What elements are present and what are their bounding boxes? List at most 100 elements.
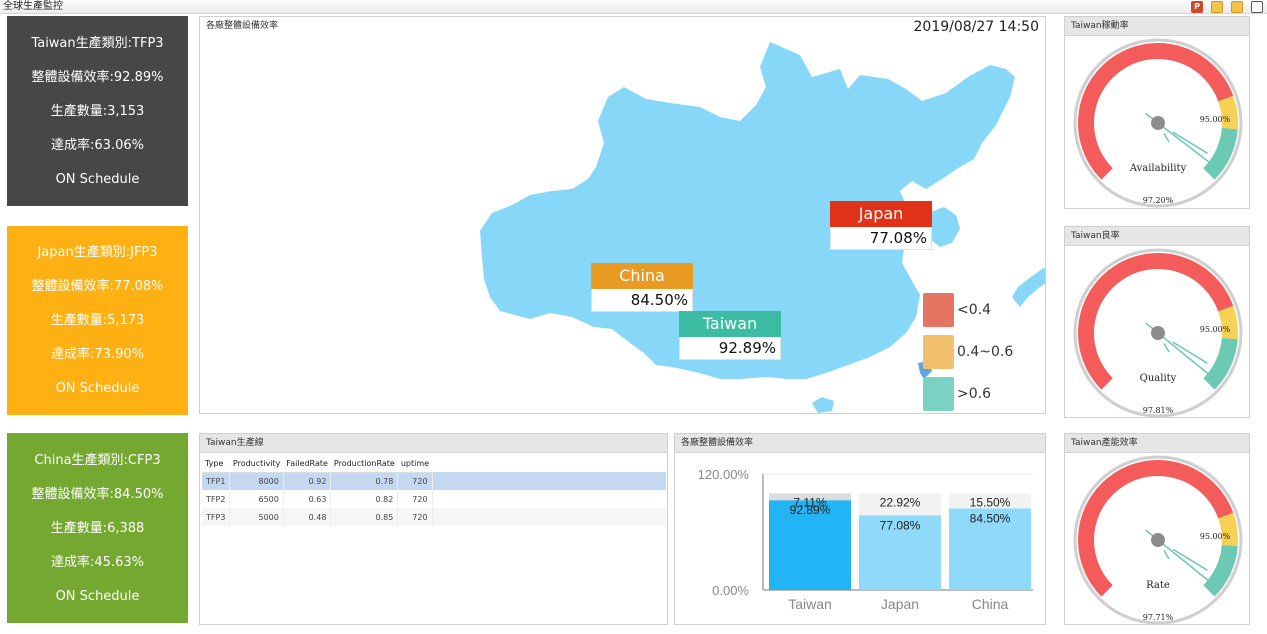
bar-remainder[interactable] — [859, 493, 941, 516]
card-quantity: 生產數量:6,388 — [50, 521, 145, 536]
factory-card-taiwan[interactable]: Taiwan生產類別:TFP3 整體設備效率:92.89% 生產數量:3,153… — [7, 16, 188, 206]
cell-productivity: 8000 — [229, 472, 284, 490]
column-header-productivity[interactable]: Productivity — [229, 456, 284, 473]
gauge-band-yellow — [1218, 95, 1238, 130]
cell-uptime: 720 — [397, 508, 433, 526]
gauge-panel-availability: Taiwan稼動率 95.00% Availability 97.20% — [1064, 16, 1250, 209]
gauge-panel-rate: Taiwan產能效率 95.00% Rate 97.71% — [1064, 433, 1250, 625]
cell-productivity: 6500 — [229, 490, 284, 508]
card-oee: 整體設備效率:77.08% — [31, 279, 164, 294]
gauge-target-text: 95.00% — [1200, 532, 1231, 541]
factory-card-china[interactable]: China生產類別:CFP3 整體設備效率:84.50% 生產數量:6,388 … — [7, 433, 188, 623]
bar-data-label: 15.50% — [970, 495, 1011, 509]
column-header-uptime[interactable]: uptime — [397, 456, 433, 473]
panel-title: 各廠整體設備效率 — [675, 434, 1045, 453]
card-status: ON Schedule — [55, 589, 140, 604]
cell-failedrate: 0.92 — [283, 472, 332, 490]
flag-label: Taiwan — [679, 311, 781, 337]
bar-data-label: 84.50% — [970, 511, 1011, 525]
gauge-band-green — [1203, 337, 1238, 390]
x-tick-label: Taiwan — [788, 596, 832, 612]
cell-failedrate: 0.63 — [283, 490, 332, 508]
card-status: ON Schedule — [55, 172, 140, 187]
cell-type: TFP2 — [202, 490, 231, 508]
ppt-icon[interactable]: P — [1191, 1, 1203, 13]
cell-productionrate: 0.85 — [330, 508, 399, 526]
export-all-icon[interactable] — [1231, 1, 1243, 13]
cell-type: TFP3 — [202, 508, 231, 526]
card-quantity: 生產數量:5,173 — [50, 313, 145, 328]
y-tick-label: 120.00% — [698, 467, 750, 482]
gauge-target-tick — [1163, 343, 1170, 353]
x-tick-label: China — [972, 596, 1009, 612]
x-tick-label: Japan — [881, 596, 919, 612]
gauge-target-text: 95.00% — [1200, 325, 1231, 334]
panel-title: Taiwan稼動率 — [1065, 17, 1249, 36]
production-line-table: Type Productivity FailedRate ProductionR… — [202, 456, 433, 526]
production-line-panel: Taiwan生產線 Type Productivity FailedRate P… — [199, 433, 668, 625]
cell-productionrate: 0.78 — [330, 472, 399, 490]
bar-oee[interactable] — [769, 500, 851, 590]
map-datetime: 2019/08/27 14:50 — [913, 19, 1040, 35]
flag-value: 77.08% — [830, 227, 932, 250]
column-header-type[interactable]: Type — [202, 456, 230, 473]
bar-oee[interactable] — [949, 508, 1031, 590]
legend-label-low: <0.4 — [957, 302, 991, 318]
flag-china[interactable]: China 84.50% — [591, 263, 693, 312]
card-oee: 整體設備效率:92.89% — [31, 70, 164, 85]
gauge-quality: 95.00% Quality 97.81% — [1073, 248, 1243, 418]
map-panel: 各廠整體設備效率 2019/08/27 14:50 Japan 77.08% C… — [199, 16, 1046, 414]
gauge-availability: 95.00% Availability 97.20% — [1073, 38, 1243, 208]
card-category: Taiwan生產類別:TFP3 — [31, 36, 164, 51]
gauge-needle — [1157, 122, 1218, 169]
gauge-pivot — [1151, 116, 1165, 130]
gauge-band-red — [1078, 253, 1234, 390]
gauge-ring — [1073, 38, 1243, 208]
fullscreen-icon[interactable] — [1251, 1, 1263, 13]
korea-region — [928, 207, 960, 247]
japan-region — [1012, 267, 1045, 307]
bar-remainder[interactable] — [769, 493, 851, 501]
table-row[interactable]: TFP1 8000 0.92 0.78 720 — [202, 472, 433, 490]
gauge-value: 97.71% — [1143, 613, 1174, 622]
gauge-target-line — [1172, 341, 1208, 364]
column-header-productionrate[interactable]: ProductionRate — [330, 456, 398, 473]
flag-label: China — [591, 263, 693, 289]
top-bar: 全球生產監控 P — [0, 0, 1267, 14]
table-header-row: Type Productivity FailedRate ProductionR… — [202, 456, 433, 473]
panel-title: 各廠整體設備效率 — [200, 17, 1045, 36]
column-header-failedrate[interactable]: FailedRate — [283, 456, 331, 473]
table-row[interactable]: TFP2 6500 0.63 0.82 720 — [202, 490, 433, 508]
flag-japan[interactable]: Japan 77.08% — [830, 201, 932, 250]
factory-card-japan[interactable]: Japan生產類別:JFP3 整體設備效率:77.08% 生產數量:5,173 … — [7, 226, 188, 415]
bar-remainder[interactable] — [949, 493, 1031, 509]
gauge-needle — [1157, 332, 1216, 381]
gauge-target-line — [1172, 548, 1208, 571]
table-row[interactable]: TFP3 5000 0.48 0.85 720 — [202, 508, 433, 526]
panel-title: Taiwan良率 — [1065, 227, 1249, 246]
flag-label: Japan — [830, 201, 932, 227]
gauge-pivot — [1151, 533, 1165, 547]
gauge-ring — [1073, 455, 1243, 625]
cell-productivity: 5000 — [229, 508, 284, 526]
panel-title: Taiwan產能效率 — [1065, 434, 1249, 453]
card-achievement: 達成率:45.63% — [51, 555, 144, 570]
export-icon[interactable] — [1211, 1, 1223, 13]
gauge-band-red — [1078, 460, 1234, 597]
oee-bar-chart: 120.00% 0.00% 92.89%7.11% Taiwan 77.08% 22.92… — [698, 467, 1033, 612]
gauge-pivot — [1151, 326, 1165, 340]
hainan-island — [812, 397, 834, 413]
gauge-label: Quality — [1140, 373, 1177, 384]
cell-uptime: 720 — [397, 472, 433, 490]
panel-title: Taiwan生產線 — [200, 434, 667, 453]
gauge-panel-quality: Taiwan良率 95.00% Quality 97.81% — [1064, 226, 1250, 418]
bar-data-label: 77.08% — [880, 518, 921, 532]
flag-taiwan[interactable]: Taiwan 92.89% — [679, 311, 781, 360]
gauge-rate: 95.00% Rate 97.71% — [1073, 455, 1243, 625]
gauge-band-green — [1203, 544, 1238, 597]
card-category: China生產類別:CFP3 — [34, 453, 161, 468]
legend-swatch-mid — [923, 335, 954, 369]
toolbar: P — [1191, 1, 1263, 13]
bar-oee[interactable] — [859, 515, 941, 590]
